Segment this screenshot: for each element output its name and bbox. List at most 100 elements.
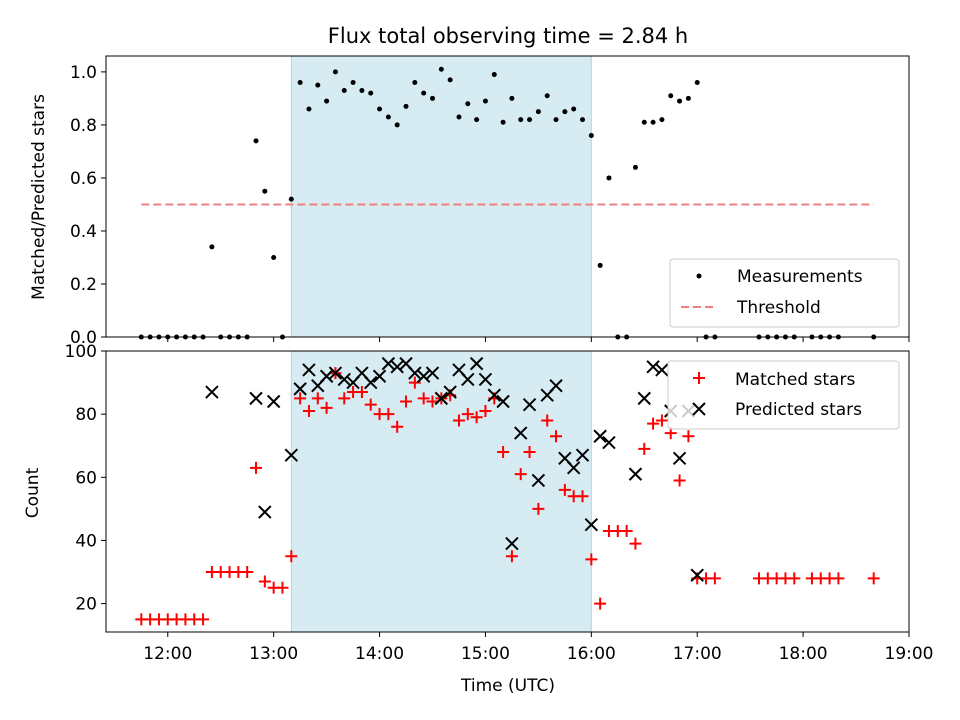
measurement-point <box>253 138 259 144</box>
predicted-star-point <box>381 356 396 371</box>
matched-star-point <box>629 537 642 550</box>
predicted-star-point <box>258 505 272 519</box>
observing-window-shade <box>290 55 592 338</box>
measurement-point <box>571 106 577 112</box>
measurement-point <box>456 114 462 120</box>
y-tick-label: 0.6 <box>70 169 97 189</box>
matched-star-point <box>391 420 404 433</box>
x-tick-label: 17:00 <box>673 644 722 664</box>
predicted-star-point <box>531 473 546 488</box>
matched-star-point <box>285 550 298 563</box>
measurement-point <box>465 101 471 107</box>
predicted-star-point <box>522 397 537 412</box>
measurement-point <box>500 119 506 125</box>
measurement-point <box>562 109 568 115</box>
predicted-star-point <box>284 448 299 462</box>
measurement-point <box>412 80 418 86</box>
predicted-star-point <box>602 435 616 450</box>
legend-label-measurements: Measurements <box>737 267 863 287</box>
matched-star-point <box>541 414 554 427</box>
predicted-star-point <box>646 360 660 374</box>
predicted-star-point <box>416 369 431 383</box>
matched-star-point <box>311 392 324 405</box>
matched-star-point <box>550 430 563 443</box>
matched-star-point <box>408 376 421 389</box>
measurement-point <box>632 164 638 170</box>
y-tick-label: 1.0 <box>70 63 97 83</box>
measurement-point <box>438 66 444 72</box>
predicted-star-point <box>514 426 528 440</box>
measurement-point <box>580 117 586 123</box>
legend-label-matched: Matched stars <box>735 370 855 390</box>
legend-marker-measurements <box>696 273 702 279</box>
predicted-star-point <box>266 394 281 409</box>
matched-star-point <box>470 411 483 424</box>
matched-star-point <box>682 430 695 443</box>
y-tick-label: 80 <box>75 405 97 425</box>
predicted-star-point <box>337 372 351 387</box>
x-tick-label: 16:00 <box>567 644 616 664</box>
y-tick-label: 0.0 <box>70 328 97 348</box>
measurement-point <box>350 80 356 86</box>
predicted-star-point <box>690 568 704 582</box>
predicted-star-point <box>637 391 651 406</box>
measurement-point <box>659 117 665 123</box>
measurement-point <box>474 117 480 123</box>
predicted-star-point <box>496 394 510 409</box>
predicted-star-point <box>408 366 422 380</box>
x-axis-ticks-top <box>167 337 910 342</box>
predicted-star-point <box>487 388 501 402</box>
measurement-point <box>332 69 338 75</box>
matched-star-point <box>258 575 271 588</box>
matched-star-point <box>620 524 633 537</box>
measurement-point <box>341 87 347 93</box>
legend-box-top <box>669 258 900 328</box>
chart-title: Flux total observing time = 2.84 h <box>328 24 688 48</box>
measurement-point <box>394 122 400 128</box>
matched-star-point <box>355 386 368 399</box>
plot-frame-bottom <box>105 350 910 633</box>
predicted-star-point <box>249 391 263 406</box>
x-tick-label: 13:00 <box>249 644 298 664</box>
measurement-point <box>421 90 427 96</box>
measurement-point <box>650 119 656 125</box>
y-tick-label: 20 <box>75 595 97 615</box>
y-axis-ticks-top: 0.0 0.2 0.4 0.6 0.8 1.0 <box>70 63 106 348</box>
measurement-point <box>677 98 683 104</box>
measurement-point <box>606 175 612 181</box>
predicted-star-point <box>293 382 307 396</box>
predicted-star-point <box>478 372 493 387</box>
count-panel: 20 40 60 80 100 12:00 13:00 14:00 15:00 16:00 17:… <box>23 342 934 696</box>
y-axis-label-bottom: Count <box>23 467 43 518</box>
measurement-point <box>306 106 312 112</box>
x-tick-label: 15:00 <box>461 644 510 664</box>
matched-star-point <box>276 581 289 594</box>
measurement-point <box>553 117 559 123</box>
matched-star-point <box>832 572 845 585</box>
matched-star-point <box>426 395 439 408</box>
measurement-point <box>315 82 321 88</box>
matched-star-point <box>338 392 351 405</box>
matched-star-point <box>320 401 333 414</box>
matched-star-point <box>708 572 721 585</box>
matched-star-point <box>302 404 315 417</box>
plot-frame-top <box>105 55 910 338</box>
predicted-star-point <box>575 448 590 462</box>
measurement-point <box>262 188 268 194</box>
matched-star-point <box>241 566 254 579</box>
matched-star-point <box>532 502 545 515</box>
x-tick-label: 12:00 <box>143 644 192 664</box>
legend-top: Measurements Threshold <box>669 258 900 328</box>
y-axis-ticks-bottom: 20 40 60 80 100 <box>65 342 106 615</box>
measurement-point <box>597 262 603 268</box>
predicted-star-point <box>505 536 519 551</box>
y-tick-label: 40 <box>75 531 97 551</box>
matched-star-point <box>655 414 668 427</box>
y-tick-label: 60 <box>75 468 97 488</box>
predicted-star-point <box>364 375 378 390</box>
measurement-point <box>368 90 374 96</box>
y-tick-label: 0.4 <box>70 222 97 242</box>
legend-box-bottom <box>667 360 900 430</box>
y-tick-label: 100 <box>65 342 97 362</box>
